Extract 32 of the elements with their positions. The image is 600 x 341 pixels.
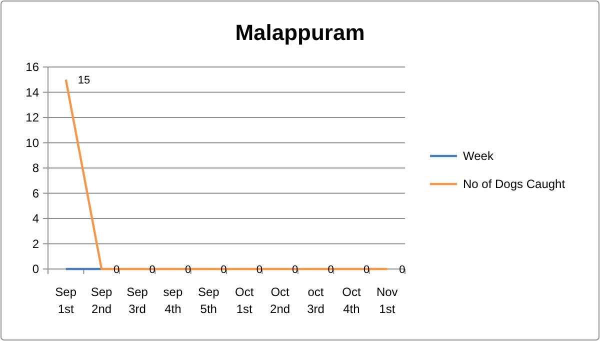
data-label: 0 <box>184 264 192 276</box>
data-label: 0 <box>328 264 334 276</box>
x-tick-label: Oct 2nd <box>270 285 290 316</box>
data-label: 0 <box>149 264 156 276</box>
x-tick-label: sep 4th <box>163 285 183 316</box>
chart-title: Malappuram <box>235 20 365 45</box>
data-label: 0 <box>256 264 262 276</box>
y-tick-label: 14 <box>26 85 40 100</box>
data-label: 0 <box>363 264 370 276</box>
y-tick-label: 2 <box>32 236 40 251</box>
y-tick-label: 10 <box>26 136 40 150</box>
x-tick-label: oct 3rd <box>307 285 324 316</box>
data-label: 0 <box>220 264 227 276</box>
y-tick-label: 0 <box>32 262 40 276</box>
y-tick-label: 8 <box>32 161 40 175</box>
x-tick-label: Sep 1st <box>55 285 77 316</box>
x-tick-label: Sep 5th <box>198 285 220 316</box>
data-label: 0 <box>399 264 406 276</box>
x-tick-label: Oct 1st <box>235 285 254 316</box>
legend-label: No of Dogs Caught <box>463 177 566 191</box>
data-label: 0 <box>114 264 120 276</box>
x-tick-label: Nov 1st <box>376 285 398 316</box>
x-tick-label: Sep 2nd <box>90 285 113 316</box>
x-tick-label: Oct 4th <box>342 285 362 316</box>
y-tick-label: 6 <box>32 186 40 200</box>
x-tick-label: Sep 3rd <box>126 285 148 316</box>
y-tick-label: 12 <box>26 110 40 124</box>
legend-label: Week <box>463 149 494 163</box>
data-label: 0 <box>292 264 298 276</box>
data-label: 15 <box>78 74 90 87</box>
y-tick-label: 4 <box>32 212 40 226</box>
y-tick-label: 16 <box>26 60 40 74</box>
